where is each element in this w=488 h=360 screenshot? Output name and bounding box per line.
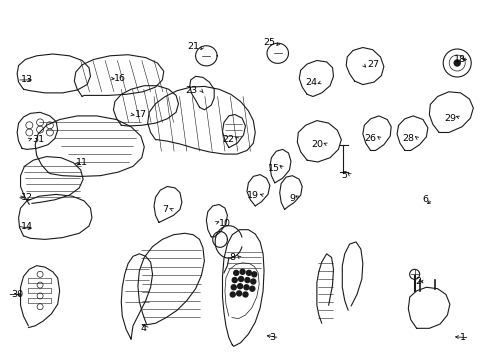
Circle shape [230, 292, 235, 297]
Circle shape [249, 286, 254, 291]
Text: 5: 5 [341, 171, 346, 180]
Circle shape [246, 270, 251, 275]
Text: 22: 22 [222, 135, 234, 144]
Text: 28: 28 [401, 134, 413, 143]
Text: 13: 13 [21, 76, 33, 85]
Text: 29: 29 [444, 113, 456, 122]
Text: 17: 17 [135, 110, 147, 119]
Circle shape [244, 278, 249, 283]
Circle shape [250, 279, 255, 284]
Text: 21: 21 [186, 41, 199, 50]
Text: 16: 16 [114, 74, 126, 83]
Circle shape [232, 278, 237, 283]
Text: 12: 12 [21, 193, 33, 202]
Text: 6: 6 [422, 195, 428, 204]
Text: 26: 26 [364, 134, 376, 143]
Circle shape [237, 284, 242, 289]
Text: 24: 24 [305, 77, 317, 86]
Text: 8: 8 [229, 253, 235, 262]
Text: 31: 31 [32, 135, 44, 144]
Text: 25: 25 [263, 38, 275, 47]
Text: 20: 20 [311, 140, 323, 149]
Text: 7: 7 [162, 205, 168, 214]
Circle shape [244, 285, 248, 290]
Text: 23: 23 [185, 86, 197, 95]
Circle shape [238, 276, 243, 282]
Text: 3: 3 [269, 333, 275, 342]
Circle shape [251, 272, 256, 277]
Text: 19: 19 [246, 191, 259, 199]
Circle shape [231, 285, 236, 290]
Text: 9: 9 [289, 194, 295, 202]
Text: 27: 27 [366, 59, 378, 68]
Circle shape [453, 60, 459, 66]
Text: 18: 18 [452, 55, 465, 64]
Text: 1: 1 [459, 333, 465, 342]
Text: 2: 2 [415, 277, 421, 286]
Circle shape [233, 270, 238, 275]
Circle shape [236, 291, 241, 296]
Text: 14: 14 [21, 222, 33, 231]
Text: 30: 30 [11, 290, 23, 299]
Circle shape [240, 269, 244, 274]
Text: 10: 10 [219, 219, 231, 228]
Text: 11: 11 [76, 158, 88, 167]
Text: 4: 4 [141, 324, 146, 333]
Circle shape [243, 292, 247, 297]
Text: 15: 15 [267, 164, 279, 173]
